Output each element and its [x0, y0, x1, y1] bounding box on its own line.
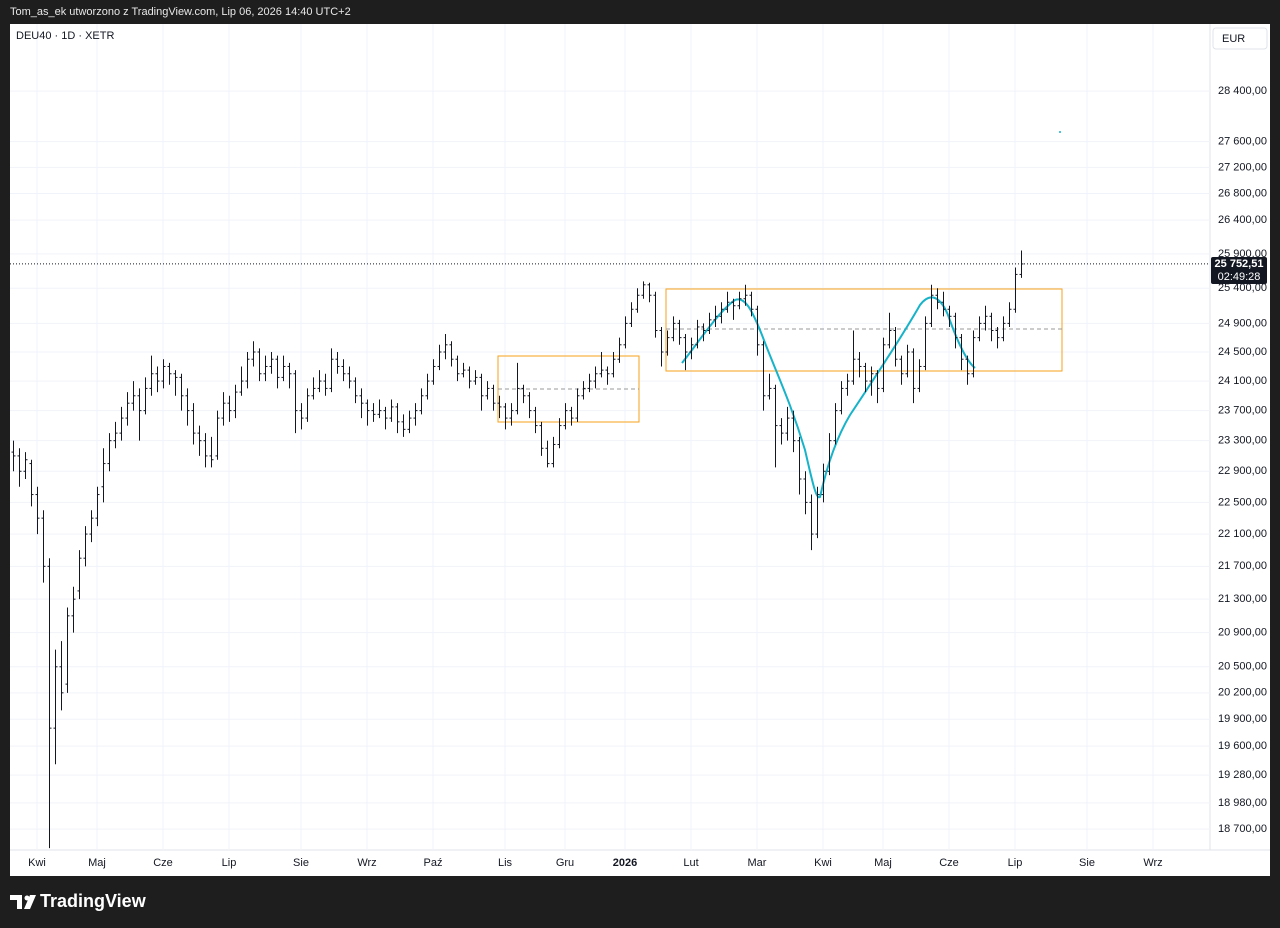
currency: EUR	[1222, 33, 1245, 45]
drawings	[497, 131, 1063, 499]
y-tick-label: 20 200,00	[1218, 687, 1267, 699]
y-tick-label: 23 300,00	[1218, 435, 1267, 447]
y-tick-label: 26 400,00	[1218, 214, 1267, 226]
last-price-box	[1211, 257, 1267, 284]
x-tick-label: Sie	[293, 857, 309, 869]
chart-panel	[10, 24, 1270, 876]
x-tick-label: Wrz	[357, 857, 376, 869]
countdown: 02:49:28	[1218, 271, 1261, 283]
brand-logo: TradingView	[10, 891, 147, 911]
header-text: Tom_as_ek utworzono z TradingView.com, L…	[10, 6, 351, 18]
y-tick-label: 28 400,00	[1218, 85, 1267, 97]
y-tick-label: 21 300,00	[1218, 593, 1267, 605]
y-tick-label: 19 280,00	[1218, 769, 1267, 781]
y-tick-label: 21 700,00	[1218, 560, 1267, 572]
x-tick-label: Mar	[748, 857, 767, 869]
x-tick-label: Kwi	[814, 857, 832, 869]
x-tick-label: Cze	[939, 857, 959, 869]
x-tick-label: Lip	[222, 857, 237, 869]
y-tick-label: 23 700,00	[1218, 405, 1267, 417]
x-tick-label: Wrz	[1143, 857, 1162, 869]
y-tick-label: 18 700,00	[1218, 823, 1267, 835]
x-tick-label: 2026	[613, 857, 637, 869]
price-bars	[11, 250, 1024, 849]
y-tick-label: 24 100,00	[1218, 375, 1267, 387]
y-tick-label: 20 500,00	[1218, 661, 1267, 673]
y-tick-label: 25 900,00	[1218, 248, 1267, 260]
last-price: 25 752,51 02:49:28	[1211, 257, 1267, 284]
y-tick-label: 19 600,00	[1218, 740, 1267, 752]
range-box	[665, 288, 1063, 372]
x-tick-label: Paź	[424, 857, 443, 869]
y-tick-label: 18 980,00	[1218, 797, 1267, 809]
curve-drawing	[681, 296, 976, 499]
x-tick-label: Kwi	[28, 857, 46, 869]
x-tick-label: Maj	[874, 857, 892, 869]
x-tick-label: Lip	[1008, 857, 1023, 869]
symbol-title: DEU40 · 1D · XETR	[16, 30, 114, 42]
currency-box	[1212, 27, 1268, 50]
y-tick-label: 27 200,00	[1218, 161, 1267, 173]
brand-name: TradingView	[40, 891, 147, 911]
y-tick-label: 19 900,00	[1218, 713, 1267, 725]
brand-icon	[10, 895, 36, 909]
brand-icon-dot	[24, 895, 30, 901]
y-tick-label: 24 900,00	[1218, 317, 1267, 329]
x-tick-label: Maj	[88, 857, 106, 869]
grid	[10, 24, 1210, 850]
y-tick-label: 22 900,00	[1218, 465, 1267, 477]
x-tick-label: Lis	[498, 857, 513, 869]
y-tick-label: 24 500,00	[1218, 346, 1267, 358]
y-tick-label: 20 900,00	[1218, 627, 1267, 639]
x-tick-label: Cze	[153, 857, 173, 869]
drawing-dot	[1059, 131, 1061, 133]
y-tick-label: 26 800,00	[1218, 187, 1267, 199]
y-tick-label: 22 100,00	[1218, 528, 1267, 540]
y-tick-label: 27 600,00	[1218, 135, 1267, 147]
y-tick-label: 25 400,00	[1218, 282, 1267, 294]
x-tick-label: Gru	[556, 857, 574, 869]
x-tick-label: Lut	[683, 857, 698, 869]
x-tick-label: Sie	[1079, 857, 1095, 869]
y-tick-label: 22 500,00	[1218, 496, 1267, 508]
last-price-label: 25 752,51	[1215, 258, 1264, 270]
